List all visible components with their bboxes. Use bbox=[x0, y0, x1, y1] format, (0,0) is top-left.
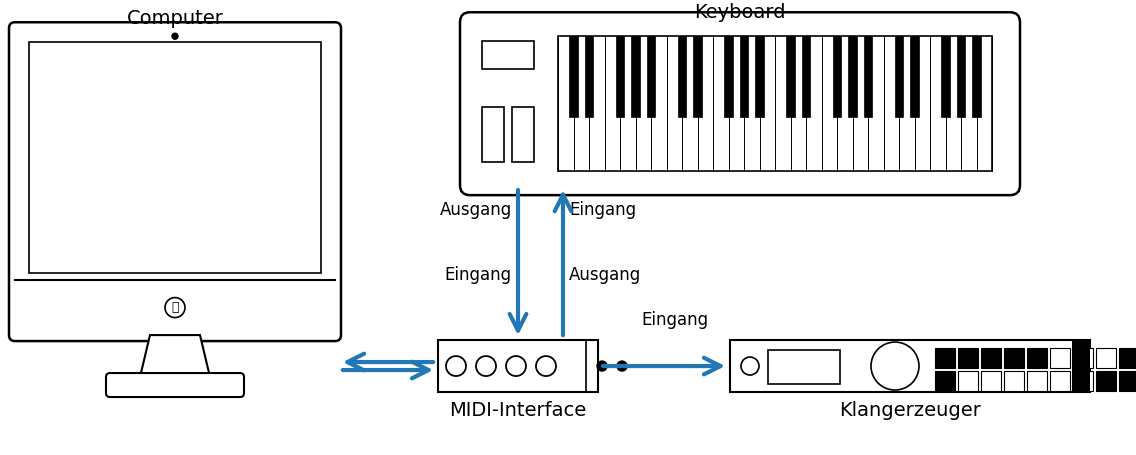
Circle shape bbox=[598, 361, 607, 371]
Bar bbox=[693, 36, 702, 117]
Bar bbox=[677, 36, 686, 117]
Bar bbox=[802, 36, 810, 117]
Bar bbox=[646, 36, 655, 117]
Bar bbox=[482, 41, 534, 69]
Bar bbox=[630, 36, 640, 117]
Bar bbox=[512, 107, 534, 162]
Bar bbox=[558, 36, 992, 171]
Bar bbox=[482, 107, 504, 162]
Bar bbox=[730, 340, 1091, 392]
Bar bbox=[1119, 348, 1136, 368]
Bar bbox=[1004, 348, 1024, 368]
FancyBboxPatch shape bbox=[9, 22, 341, 341]
Text: Eingang: Eingang bbox=[642, 311, 709, 329]
Bar bbox=[786, 36, 795, 117]
Circle shape bbox=[871, 342, 919, 390]
Text: :  bbox=[172, 301, 178, 314]
Text: Keyboard: Keyboard bbox=[694, 3, 786, 22]
Bar bbox=[1050, 348, 1070, 368]
Bar bbox=[935, 348, 955, 368]
Bar bbox=[1096, 371, 1116, 391]
Circle shape bbox=[741, 357, 759, 375]
Bar bbox=[1027, 348, 1047, 368]
Bar bbox=[768, 350, 840, 384]
Bar bbox=[833, 36, 842, 117]
Circle shape bbox=[476, 356, 496, 376]
Bar bbox=[1074, 371, 1093, 391]
Bar bbox=[847, 36, 857, 117]
Circle shape bbox=[617, 361, 627, 371]
Bar bbox=[863, 36, 872, 117]
Text: MIDI-Interface: MIDI-Interface bbox=[450, 400, 586, 420]
Bar bbox=[1119, 371, 1136, 391]
Bar bbox=[1004, 371, 1024, 391]
Bar bbox=[958, 348, 978, 368]
Bar bbox=[569, 36, 578, 117]
Text: Klangerzeuger: Klangerzeuger bbox=[840, 400, 982, 420]
Bar bbox=[755, 36, 765, 117]
Text: Computer: Computer bbox=[126, 9, 224, 28]
Circle shape bbox=[506, 356, 526, 376]
Bar bbox=[616, 36, 625, 117]
Circle shape bbox=[165, 298, 185, 318]
Bar bbox=[1072, 340, 1091, 392]
Bar bbox=[585, 36, 593, 117]
Bar bbox=[438, 340, 598, 392]
Bar bbox=[1096, 348, 1116, 368]
Bar bbox=[1050, 371, 1070, 391]
Bar bbox=[957, 36, 966, 117]
Circle shape bbox=[536, 356, 556, 376]
Bar bbox=[982, 348, 1001, 368]
Text: Eingang: Eingang bbox=[569, 201, 636, 219]
Text: Eingang: Eingang bbox=[445, 266, 512, 284]
FancyBboxPatch shape bbox=[106, 373, 244, 397]
Text: Ausgang: Ausgang bbox=[569, 266, 641, 284]
Bar bbox=[972, 36, 982, 117]
Bar bbox=[724, 36, 733, 117]
Circle shape bbox=[446, 356, 466, 376]
Bar bbox=[982, 371, 1001, 391]
Bar bbox=[935, 371, 955, 391]
FancyBboxPatch shape bbox=[460, 12, 1020, 195]
Bar bbox=[894, 36, 903, 117]
Bar bbox=[30, 42, 321, 273]
Bar bbox=[958, 371, 978, 391]
Circle shape bbox=[172, 33, 178, 39]
Bar bbox=[941, 36, 950, 117]
Bar bbox=[1074, 348, 1093, 368]
Bar bbox=[740, 36, 749, 117]
Text: Ausgang: Ausgang bbox=[440, 201, 512, 219]
Bar bbox=[1027, 371, 1047, 391]
Polygon shape bbox=[140, 335, 210, 377]
Bar bbox=[910, 36, 919, 117]
